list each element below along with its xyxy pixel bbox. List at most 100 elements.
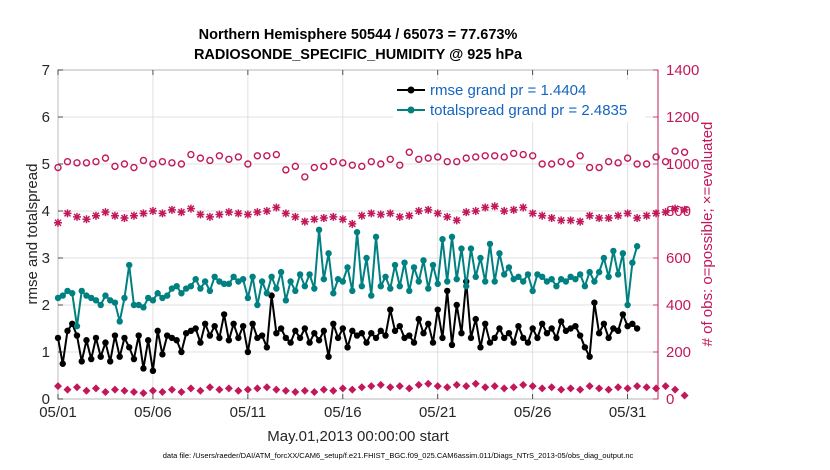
data-point — [576, 332, 584, 339]
data-point — [600, 254, 608, 262]
data-point — [296, 271, 304, 278]
data-point — [72, 212, 81, 221]
data-point — [463, 283, 470, 290]
data-point — [405, 211, 414, 220]
data-point — [595, 214, 604, 223]
data-point — [671, 204, 680, 213]
data-point — [292, 287, 299, 295]
left-axis: 0 1 2 3 4 5 6 7 — [42, 62, 63, 408]
data-point — [414, 207, 423, 215]
data-point — [211, 322, 218, 330]
data-point — [168, 334, 176, 342]
data-point — [254, 301, 261, 309]
data-point — [490, 382, 499, 391]
data-point — [73, 332, 81, 339]
data-point — [528, 152, 537, 160]
data-point — [576, 385, 585, 394]
data-point — [187, 283, 195, 290]
data-point — [126, 344, 133, 351]
data-point — [633, 382, 642, 391]
y-axis-label-right: # of obs: o=possible; ×=evaluated — [699, 122, 716, 347]
data-point — [372, 233, 380, 241]
data-point — [300, 386, 309, 395]
data-point — [629, 320, 636, 327]
data-point — [130, 355, 138, 363]
data-point — [363, 339, 370, 346]
data-point — [272, 150, 281, 159]
x-axis-label: May.01,2013 00:00:00 start — [267, 428, 449, 445]
data-point — [576, 152, 584, 160]
data-point — [63, 385, 72, 394]
data-point — [586, 353, 593, 360]
legend: rmse grand pr = 1.4404 totalspread grand… — [393, 80, 645, 122]
data-point — [158, 209, 167, 218]
data-point — [216, 278, 223, 285]
data-point — [367, 157, 375, 166]
data-point — [287, 278, 294, 285]
data-point — [642, 211, 651, 220]
data-point — [64, 327, 71, 335]
data-point — [538, 160, 546, 168]
data-point — [101, 387, 110, 396]
data-point — [310, 163, 319, 172]
y-tick-label-left: 6 — [42, 109, 50, 126]
data-point — [557, 318, 565, 325]
data-point — [273, 330, 280, 337]
data-point — [291, 212, 300, 221]
x-tick-label: 05/11 — [230, 404, 266, 421]
data-point — [425, 320, 432, 327]
data-point — [491, 278, 498, 285]
data-point — [605, 273, 612, 280]
data-point — [334, 275, 342, 283]
data-point — [453, 275, 460, 283]
data-point — [205, 212, 214, 221]
data-point — [406, 287, 413, 295]
data-point — [168, 285, 176, 292]
data-point — [406, 332, 413, 339]
data-point — [500, 384, 509, 393]
data-point — [642, 383, 651, 392]
data-point — [311, 285, 318, 292]
data-point — [329, 157, 338, 166]
data-point — [377, 327, 384, 335]
data-point — [54, 218, 62, 227]
data-point — [376, 380, 385, 389]
data-point — [329, 212, 338, 221]
series-obs-evaluated — [54, 202, 689, 228]
data-point — [553, 334, 560, 342]
data-point — [387, 306, 394, 313]
data-point — [395, 212, 404, 221]
data-point — [529, 287, 536, 295]
data-point — [505, 264, 513, 271]
series-obs-possible — [54, 147, 689, 181]
data-point — [148, 386, 157, 395]
data-point — [452, 380, 461, 389]
data-point — [434, 280, 441, 288]
data-point — [263, 290, 271, 297]
data-point — [54, 163, 62, 172]
data-point — [344, 344, 351, 351]
data-point — [243, 210, 252, 219]
data-point — [234, 153, 243, 161]
data-point — [344, 264, 351, 271]
data-point — [424, 379, 433, 388]
data-point — [396, 283, 403, 290]
data-point — [192, 325, 199, 332]
data-point — [107, 297, 114, 304]
series-totalspread — [54, 226, 641, 330]
data-point — [458, 245, 465, 252]
data-point — [319, 214, 328, 223]
data-point — [69, 290, 76, 297]
data-point — [591, 299, 598, 306]
data-point — [524, 339, 532, 346]
data-point — [443, 383, 452, 392]
data-point — [415, 315, 422, 323]
data-point — [310, 215, 319, 224]
data-point — [557, 216, 566, 225]
data-point — [211, 273, 218, 280]
data-point — [509, 383, 518, 392]
data-point — [220, 280, 228, 288]
data-point — [661, 208, 670, 217]
data-point — [410, 339, 418, 346]
